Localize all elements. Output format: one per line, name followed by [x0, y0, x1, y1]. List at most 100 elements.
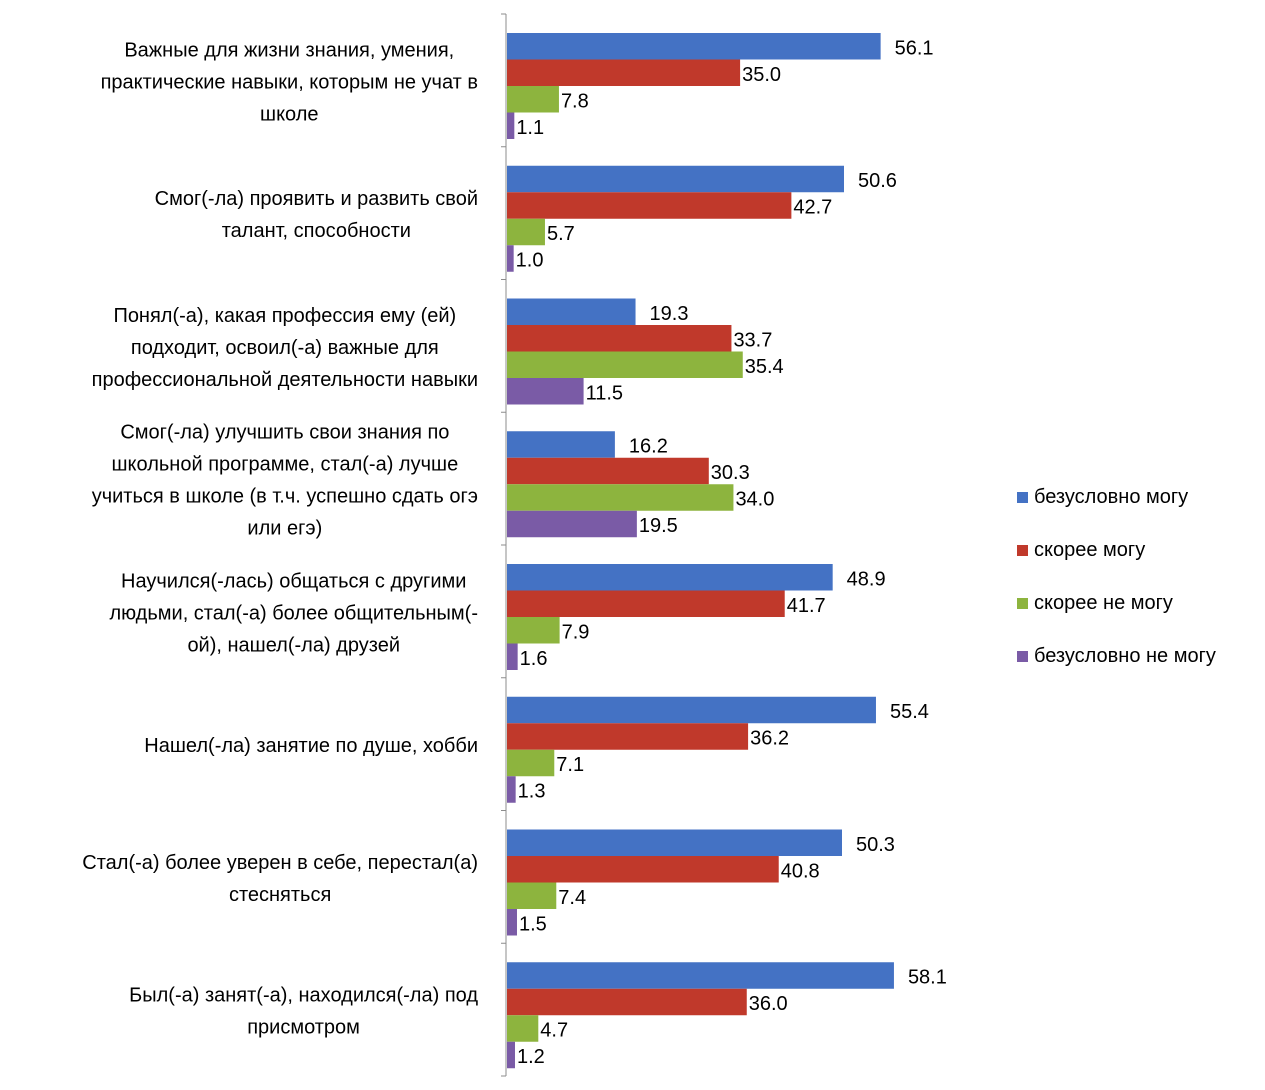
bar — [507, 86, 559, 113]
legend-swatch — [1017, 651, 1028, 662]
legend-swatch — [1017, 492, 1028, 503]
data-label: 19.3 — [650, 303, 689, 325]
bar — [507, 909, 517, 936]
bar — [507, 59, 741, 86]
data-label: 36.0 — [749, 993, 788, 1015]
legend-item: безусловно могу — [1017, 471, 1216, 524]
data-label: 30.3 — [711, 462, 750, 484]
legend-label: безусловно могу — [1034, 486, 1189, 508]
data-label: 5.7 — [547, 223, 575, 245]
data-label: 55.4 — [890, 701, 929, 723]
data-label: 1.0 — [516, 250, 544, 272]
data-label: 35.4 — [745, 356, 784, 378]
bar — [507, 1041, 515, 1069]
bar — [507, 723, 749, 750]
bar — [507, 431, 615, 458]
bar — [507, 33, 881, 60]
data-label: 33.7 — [733, 329, 772, 351]
category-label: Смог(-ла) проявить и развить свой талант,… — [155, 188, 478, 242]
bar — [507, 378, 584, 405]
category-label-line: Важные для жизни знания, умения, — [124, 39, 454, 61]
legend-label: скорее могу — [1034, 539, 1146, 561]
category-label: Нашел(-ла) занятие по душе, хобби — [144, 735, 478, 757]
category-label: Смог(-ла) улучшить свои знания по школьно… — [92, 422, 478, 540]
category-label: Научился(-лась) общаться с другими людьми… — [109, 570, 478, 656]
data-label: 34.0 — [735, 489, 774, 511]
legend-item: безусловно не могу — [1017, 630, 1216, 683]
data-label: 35.0 — [742, 64, 781, 86]
legend-swatch — [1017, 598, 1028, 609]
bar — [507, 165, 844, 193]
data-label: 7.8 — [561, 90, 589, 112]
bar — [507, 510, 637, 538]
labels-layer: 56.1 35.0 7.8 1.1 Важные для жизни знания, у… — [82, 37, 947, 1068]
bar — [507, 351, 743, 378]
bar — [507, 218, 545, 246]
category-label-line: ой), нашел(-ла) друзей — [187, 634, 400, 656]
data-label: 7.1 — [556, 754, 584, 776]
category-label-line: практические навыки, которым не учат в — [101, 71, 478, 93]
data-label: 11.5 — [586, 382, 623, 404]
bar — [507, 325, 732, 352]
category-label: Важные для жизни знания, умения, практиче… — [101, 39, 478, 125]
category-label-line: Нашел(-ла) занятие по душе, хобби — [144, 735, 478, 757]
legend-item: скорее могу — [1017, 524, 1216, 577]
legend-label: скорее не могу — [1034, 592, 1173, 614]
category-label-line: школьной программе, стал(-а) лучше — [112, 454, 459, 476]
bar — [507, 776, 516, 803]
axis-layer — [501, 13, 507, 1077]
data-label: 42.7 — [793, 197, 832, 219]
category-label-line: Научился(-лась) общаться с другими — [121, 570, 466, 592]
category-label-line: Смог(-ла) улучшить свои знания по — [120, 422, 449, 444]
bar — [507, 643, 518, 670]
data-label: 4.7 — [540, 1020, 568, 1042]
data-label: 50.6 — [858, 170, 897, 192]
bar — [507, 882, 557, 909]
category-label: Понял(-а), какая профессия ему (ей) подхо… — [92, 305, 478, 391]
category-label-line: подходит, освоил(-а) важные для — [131, 337, 439, 359]
bar — [507, 749, 555, 777]
bar — [507, 245, 514, 272]
data-label: 16.2 — [629, 436, 668, 458]
category-label-line: Понял(-а), какая профессия ему (ей) — [113, 305, 456, 327]
bar — [507, 112, 515, 139]
category-label-line: учиться в школе (в т.ч. успешно сдать ог… — [92, 486, 478, 508]
category-label-line: присмотром — [247, 1017, 360, 1039]
data-label: 1.3 — [518, 781, 546, 803]
data-label: 1.6 — [520, 648, 548, 670]
bar — [507, 484, 734, 511]
bar — [507, 962, 894, 989]
chart-legend: безусловно могу скорее могу скорее не могу… — [1017, 471, 1216, 683]
category-label-line: Смог(-ла) проявить и развить свой — [155, 188, 478, 210]
data-label: 41.7 — [787, 595, 826, 617]
data-label: 36.2 — [750, 728, 789, 750]
legend-item: скорее не могу — [1017, 577, 1216, 630]
legend-swatch — [1017, 545, 1028, 556]
data-label: 1.5 — [519, 913, 547, 935]
data-label: 58.1 — [908, 967, 947, 989]
bar — [507, 856, 779, 883]
data-label: 40.8 — [781, 860, 820, 882]
category-label-line: Был(-а) занят(-а), находился(-ла) под — [129, 985, 478, 1007]
bar — [507, 696, 876, 724]
bar — [507, 988, 747, 1016]
category-label-line: или егэ) — [247, 518, 322, 540]
category-label-line: людьми, стал(-а) более общительным(- — [109, 602, 478, 624]
bar — [507, 564, 833, 591]
bar — [507, 298, 636, 325]
category-label: Был(-а) занят(-а), находился(-ла) под при… — [129, 985, 478, 1039]
data-label: 7.4 — [558, 887, 586, 909]
category-label-line: профессиональной деятельности навыки — [92, 369, 478, 391]
category-label-line: стесняться — [229, 884, 331, 906]
category-label-line: Стал(-а) более уверен в себе, перестал(а… — [82, 852, 478, 874]
bar — [507, 829, 842, 856]
data-label: 50.3 — [856, 834, 895, 856]
data-label: 48.9 — [847, 568, 886, 590]
category-label-line: школе — [260, 103, 319, 125]
bar — [507, 457, 709, 485]
bar — [507, 1015, 539, 1042]
data-label: 56.1 — [895, 37, 934, 59]
data-label: 1.1 — [516, 117, 544, 139]
bars-layer — [507, 33, 894, 1069]
